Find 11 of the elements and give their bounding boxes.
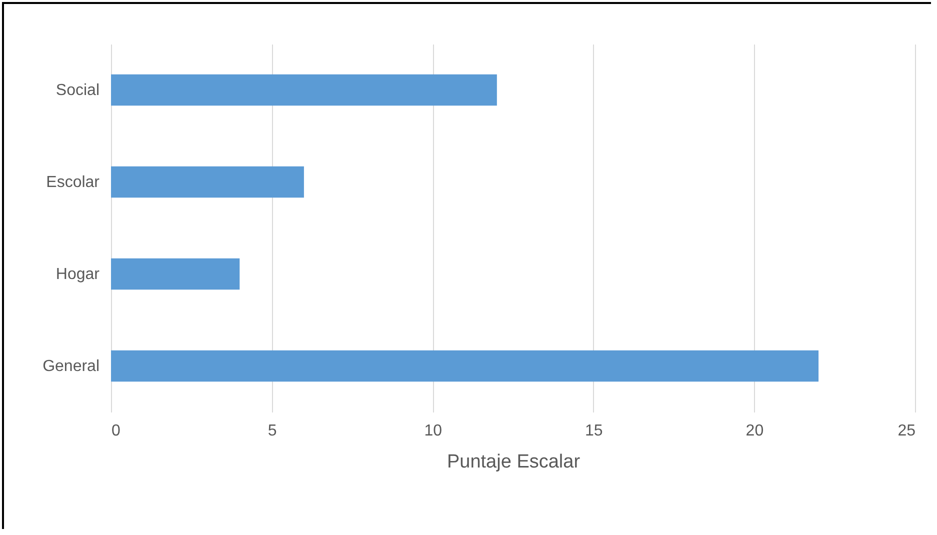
x-tick-label: 20 — [746, 422, 764, 440]
x-tick-label: 10 — [424, 422, 442, 440]
x-tick-label: 25 — [898, 422, 916, 440]
y-tick-label: Escolar — [46, 174, 100, 191]
x-tick-label: 5 — [268, 422, 277, 440]
y-tick-label: Hogar — [56, 266, 100, 283]
x-tick-label: 15 — [585, 422, 603, 440]
y-tick-label: General — [42, 358, 100, 375]
x-axis-title: Puntaje Escalar — [446, 452, 581, 472]
y-tick-label: Social — [56, 82, 100, 99]
x-tick-label: 0 — [112, 422, 120, 440]
